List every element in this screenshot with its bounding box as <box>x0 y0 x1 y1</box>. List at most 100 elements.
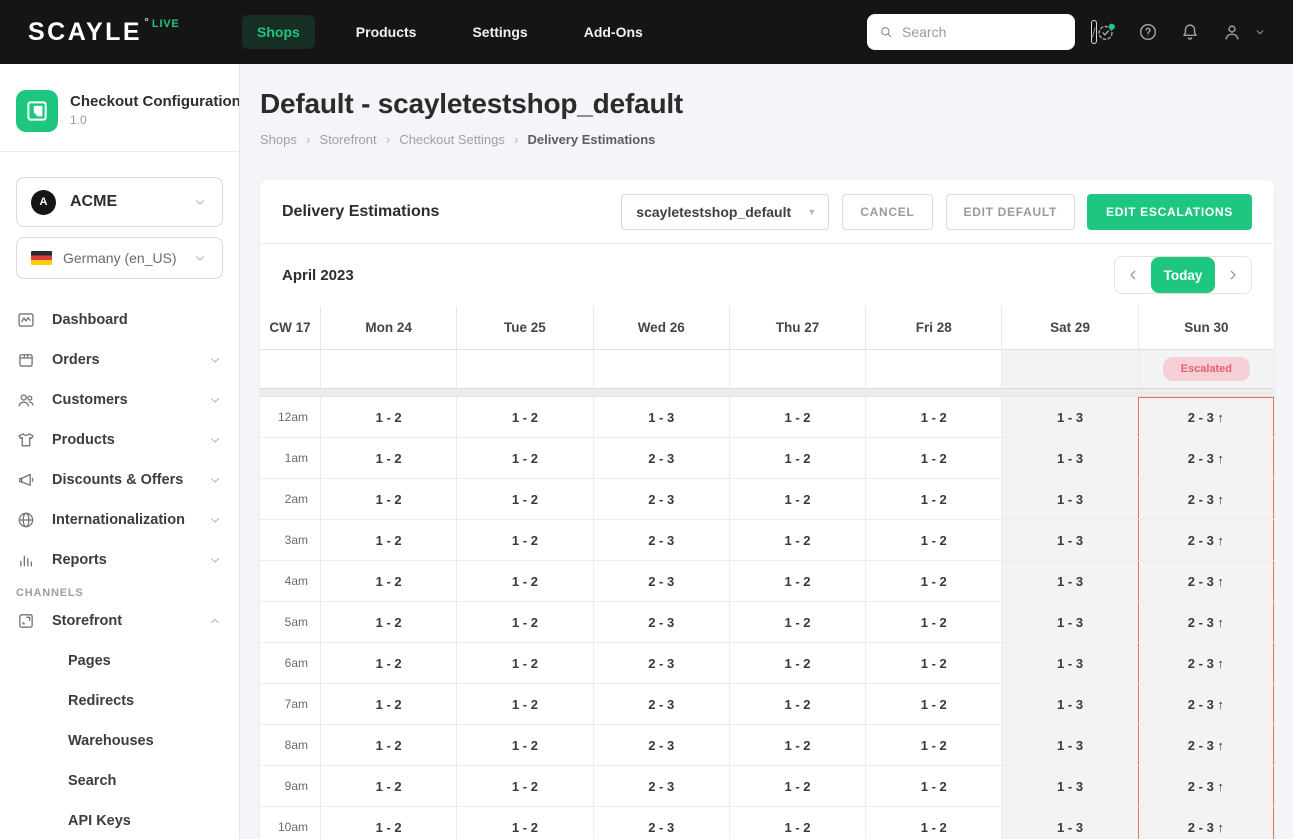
delivery-estimate-cell-fri-28-2am[interactable]: 1 - 2 <box>865 479 1001 519</box>
account-chevron-down-icon[interactable] <box>1253 25 1267 39</box>
sidebar-item-reports[interactable]: Reports <box>0 540 239 580</box>
delivery-estimate-cell-wed-26-10am[interactable]: 2 - 3 <box>592 807 729 839</box>
delivery-estimate-cell-tue-25-1am[interactable]: 1 - 2 <box>456 438 592 478</box>
delivery-estimate-cell-tue-25-4am[interactable]: 1 - 2 <box>456 561 592 601</box>
delivery-estimate-cell-tue-25-9am[interactable]: 1 - 2 <box>456 766 592 806</box>
delivery-estimate-cell-sat-29-5am[interactable]: 1 - 3 <box>1001 602 1138 642</box>
delivery-estimate-cell-tue-25-12am[interactable]: 1 - 2 <box>456 397 592 437</box>
delivery-estimate-cell-sat-29-7am[interactable]: 1 - 3 <box>1001 684 1138 724</box>
sidebar-subitem-warehouses[interactable]: Warehouses <box>68 733 154 749</box>
delivery-estimate-cell-sun-30-8am[interactable]: 2 - 3 ↑ <box>1137 725 1274 765</box>
delivery-estimate-cell-sat-29-4am[interactable]: 1 - 3 <box>1001 561 1138 601</box>
topnav-item-add-ons[interactable]: Add-Ons <box>583 24 643 40</box>
locale-selector[interactable]: Germany (en_US) <box>16 237 223 279</box>
topnav-item-products[interactable]: Products <box>355 24 417 40</box>
delivery-estimate-cell-sun-30-4am[interactable]: 2 - 3 ↑ <box>1137 561 1274 601</box>
delivery-estimate-cell-wed-26-5am[interactable]: 2 - 3 <box>592 602 729 642</box>
delivery-estimate-cell-wed-26-1am[interactable]: 2 - 3 <box>592 438 729 478</box>
delivery-estimate-cell-thu-27-3am[interactable]: 1 - 2 <box>728 520 865 560</box>
delivery-estimate-cell-fri-28-1am[interactable]: 1 - 2 <box>865 438 1001 478</box>
delivery-estimate-cell-tue-25-5am[interactable]: 1 - 2 <box>456 602 592 642</box>
delivery-estimate-cell-wed-26-7am[interactable]: 2 - 3 <box>592 684 729 724</box>
delivery-estimate-cell-mon-24-8am[interactable]: 1 - 2 <box>320 725 456 765</box>
sidebar-subitem-search[interactable]: Search <box>68 773 117 789</box>
sidebar-item-internationalization[interactable]: Internationalization <box>0 500 239 540</box>
edit-escalations-button[interactable]: EDIT ESCALATIONS <box>1087 193 1252 230</box>
delivery-estimate-cell-fri-28-10am[interactable]: 1 - 2 <box>865 807 1001 839</box>
cancel-button[interactable]: CANCEL <box>842 193 933 230</box>
delivery-estimate-cell-tue-25-6am[interactable]: 1 - 2 <box>456 643 592 683</box>
sidebar-item-orders[interactable]: Orders <box>0 340 239 380</box>
sidebar-subitem-api-keys[interactable]: API Keys <box>68 813 131 829</box>
delivery-estimate-cell-thu-27-6am[interactable]: 1 - 2 <box>728 643 865 683</box>
topnav-item-shops[interactable]: Shops <box>242 15 315 49</box>
delivery-estimate-cell-sun-30-5am[interactable]: 2 - 3 ↑ <box>1137 602 1274 642</box>
delivery-estimate-cell-thu-27-12am[interactable]: 1 - 2 <box>728 397 865 437</box>
delivery-estimate-cell-thu-27-8am[interactable]: 1 - 2 <box>728 725 865 765</box>
delivery-estimate-cell-wed-26-6am[interactable]: 2 - 3 <box>592 643 729 683</box>
delivery-estimate-cell-thu-27-4am[interactable]: 1 - 2 <box>728 561 865 601</box>
delivery-estimate-cell-thu-27-10am[interactable]: 1 - 2 <box>728 807 865 839</box>
delivery-estimate-cell-fri-28-12am[interactable]: 1 - 2 <box>865 397 1001 437</box>
delivery-estimate-cell-sun-30-10am[interactable]: 2 - 3 ↑ <box>1137 807 1274 839</box>
scayle-logo[interactable]: SCAYLE ° LIVE <box>28 15 240 47</box>
delivery-estimate-cell-thu-27-1am[interactable]: 1 - 2 <box>728 438 865 478</box>
delivery-estimate-cell-tue-25-10am[interactable]: 1 - 2 <box>456 807 592 839</box>
sidebar-item-discounts-offers[interactable]: Discounts & Offers <box>0 460 239 500</box>
delivery-estimate-cell-fri-28-8am[interactable]: 1 - 2 <box>865 725 1001 765</box>
sidebar-item-products[interactable]: Products <box>0 420 239 460</box>
delivery-estimate-cell-sat-29-6am[interactable]: 1 - 3 <box>1001 643 1138 683</box>
search-input[interactable] <box>894 24 1091 40</box>
shop-select[interactable]: scayletestshop_default ▼ <box>621 193 830 230</box>
delivery-estimate-cell-sat-29-1am[interactable]: 1 - 3 <box>1001 438 1138 478</box>
delivery-estimate-cell-sun-30-7am[interactable]: 2 - 3 ↑ <box>1137 684 1274 724</box>
delivery-estimate-cell-tue-25-7am[interactable]: 1 - 2 <box>456 684 592 724</box>
delivery-estimate-cell-mon-24-9am[interactable]: 1 - 2 <box>320 766 456 806</box>
edit-default-button[interactable]: EDIT DEFAULT <box>945 193 1076 230</box>
delivery-estimate-cell-mon-24-6am[interactable]: 1 - 2 <box>320 643 456 683</box>
delivery-estimate-cell-sun-30-6am[interactable]: 2 - 3 ↑ <box>1137 643 1274 683</box>
delivery-estimate-cell-sun-30-12am[interactable]: 2 - 3 ↑ <box>1137 397 1274 437</box>
sidebar-item-storefront[interactable]: Storefront <box>0 601 239 641</box>
prev-week-button[interactable] <box>1115 257 1151 293</box>
delivery-estimate-cell-mon-24-12am[interactable]: 1 - 2 <box>320 397 456 437</box>
delivery-estimate-cell-fri-28-7am[interactable]: 1 - 2 <box>865 684 1001 724</box>
delivery-estimate-cell-sun-30-3am[interactable]: 2 - 3 ↑ <box>1137 520 1274 560</box>
delivery-estimate-cell-mon-24-7am[interactable]: 1 - 2 <box>320 684 456 724</box>
delivery-estimate-cell-sun-30-1am[interactable]: 2 - 3 ↑ <box>1137 438 1274 478</box>
global-search[interactable]: / <box>867 14 1097 50</box>
delivery-estimate-cell-thu-27-2am[interactable]: 1 - 2 <box>728 479 865 519</box>
delivery-estimate-cell-tue-25-8am[interactable]: 1 - 2 <box>456 725 592 765</box>
sidebar-subitem-pages[interactable]: Pages <box>68 653 111 669</box>
delivery-estimate-cell-mon-24-5am[interactable]: 1 - 2 <box>320 602 456 642</box>
today-button[interactable]: Today <box>1151 257 1215 293</box>
delivery-estimate-cell-tue-25-3am[interactable]: 1 - 2 <box>456 520 592 560</box>
help-icon[interactable] <box>1137 21 1159 43</box>
notifications-bell-icon[interactable] <box>1179 21 1201 43</box>
delivery-estimate-cell-mon-24-4am[interactable]: 1 - 2 <box>320 561 456 601</box>
delivery-estimate-cell-fri-28-9am[interactable]: 1 - 2 <box>865 766 1001 806</box>
system-status-icon[interactable] <box>1095 21 1117 43</box>
delivery-estimate-cell-mon-24-3am[interactable]: 1 - 2 <box>320 520 456 560</box>
breadcrumb-shops[interactable]: Shops <box>260 131 297 147</box>
breadcrumb-checkout-settings[interactable]: Checkout Settings <box>399 131 505 147</box>
delivery-estimate-cell-sat-29-8am[interactable]: 1 - 3 <box>1001 725 1138 765</box>
breadcrumb-storefront[interactable]: Storefront <box>319 131 377 147</box>
delivery-estimate-cell-wed-26-4am[interactable]: 2 - 3 <box>592 561 729 601</box>
delivery-estimate-cell-sat-29-12am[interactable]: 1 - 3 <box>1001 397 1138 437</box>
delivery-estimate-cell-mon-24-10am[interactable]: 1 - 2 <box>320 807 456 839</box>
delivery-estimate-cell-mon-24-2am[interactable]: 1 - 2 <box>320 479 456 519</box>
delivery-estimate-cell-thu-27-9am[interactable]: 1 - 2 <box>728 766 865 806</box>
delivery-estimate-cell-wed-26-8am[interactable]: 2 - 3 <box>592 725 729 765</box>
sidebar-item-dashboard[interactable]: Dashboard <box>0 300 239 340</box>
sidebar-item-customers[interactable]: Customers <box>0 380 239 420</box>
delivery-estimate-cell-tue-25-2am[interactable]: 1 - 2 <box>456 479 592 519</box>
delivery-estimate-cell-wed-26-9am[interactable]: 2 - 3 <box>592 766 729 806</box>
delivery-estimate-cell-thu-27-7am[interactable]: 1 - 2 <box>728 684 865 724</box>
delivery-estimate-cell-wed-26-2am[interactable]: 2 - 3 <box>592 479 729 519</box>
delivery-estimate-cell-fri-28-6am[interactable]: 1 - 2 <box>865 643 1001 683</box>
next-week-button[interactable] <box>1215 257 1251 293</box>
delivery-estimate-cell-sat-29-10am[interactable]: 1 - 3 <box>1001 807 1138 839</box>
delivery-estimate-cell-fri-28-5am[interactable]: 1 - 2 <box>865 602 1001 642</box>
delivery-estimate-cell-sat-29-2am[interactable]: 1 - 3 <box>1001 479 1138 519</box>
